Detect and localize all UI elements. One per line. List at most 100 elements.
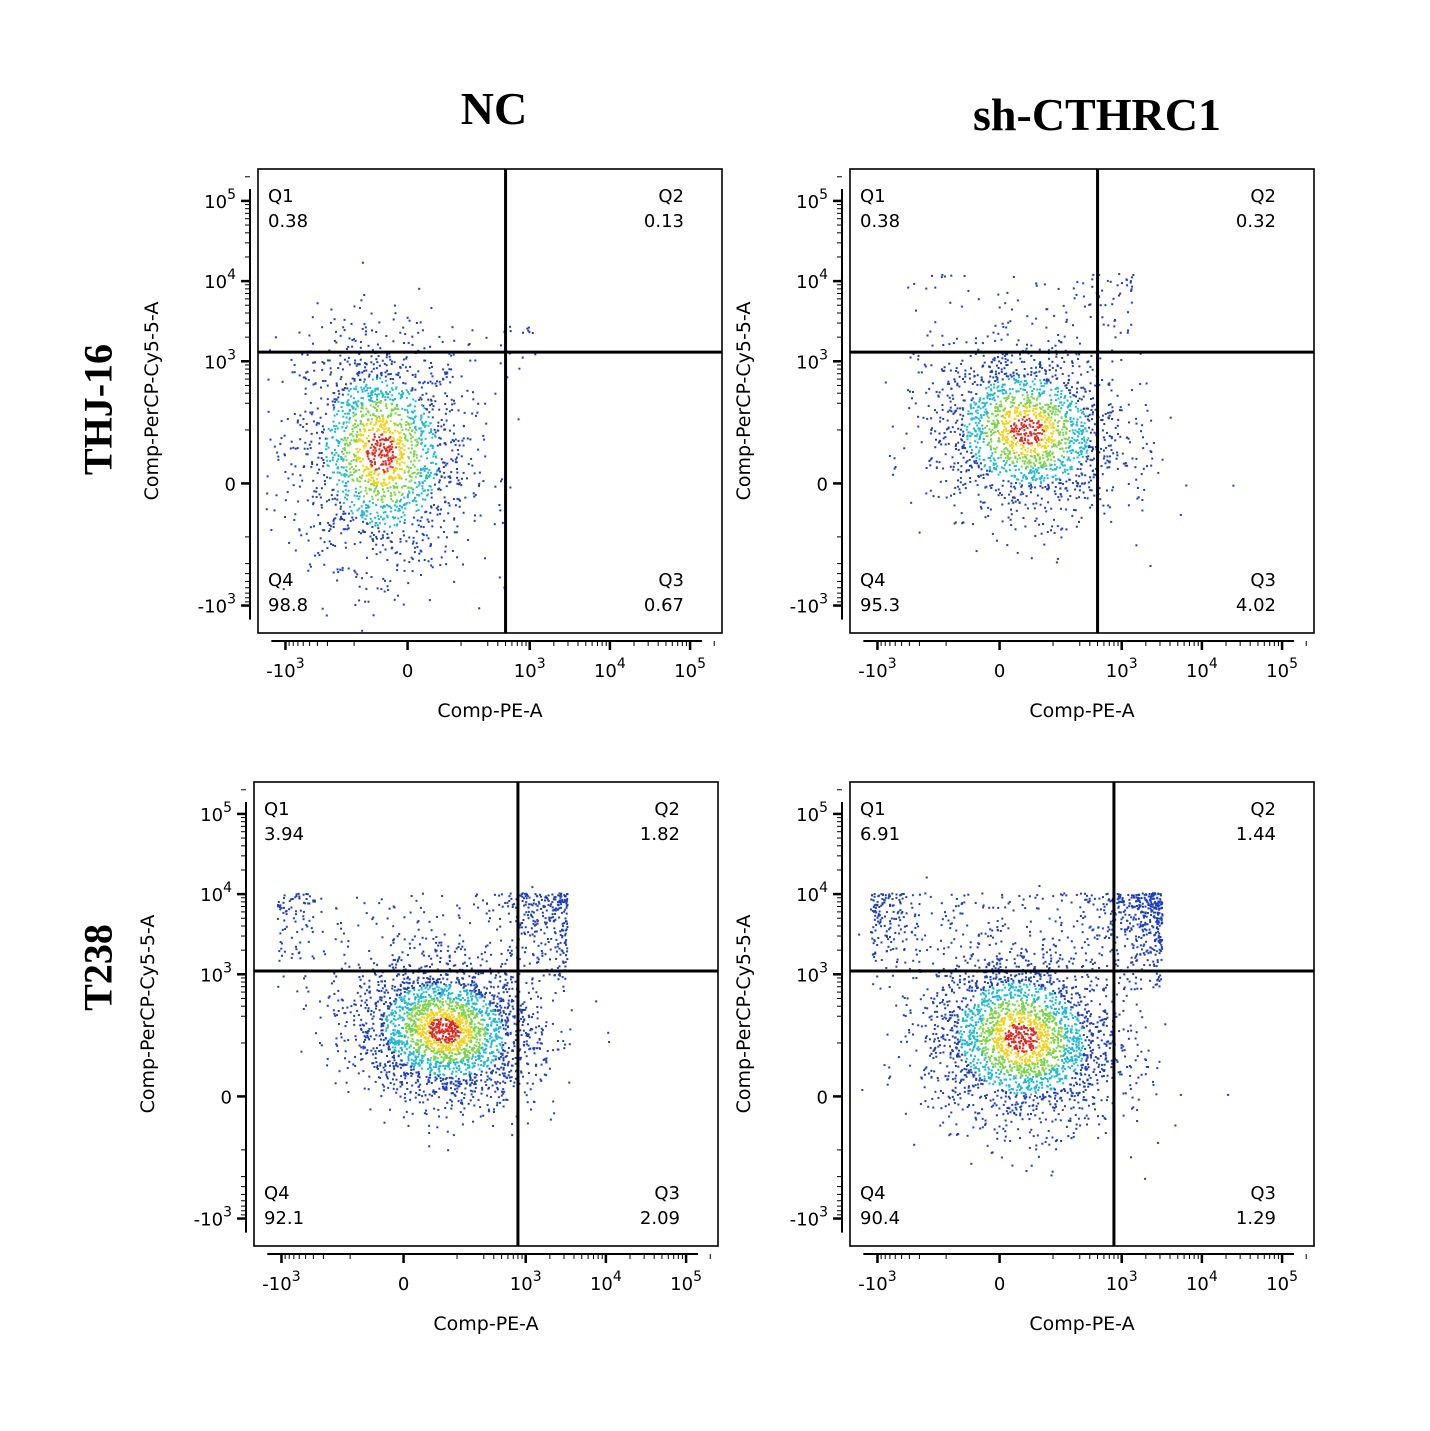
event-dot [428, 1048, 431, 1051]
event-dot [991, 484, 994, 487]
event-dot [1064, 414, 1067, 417]
event-dot [1075, 480, 1078, 483]
event-dot [468, 1037, 471, 1040]
event-dot [1061, 464, 1064, 467]
event-dot [366, 1034, 369, 1037]
event-dot [409, 466, 412, 469]
event-dot [1069, 495, 1072, 497]
event-dot [444, 1064, 447, 1067]
event-dot [1041, 464, 1044, 467]
event-dot [391, 1062, 394, 1065]
event-dot [996, 539, 998, 542]
event-dot [1055, 386, 1058, 389]
event-dot [388, 437, 391, 440]
event-dot [417, 471, 420, 474]
event-dot [403, 453, 405, 455]
event-dot [1036, 443, 1039, 446]
event-dot [474, 359, 477, 362]
event-dot [1008, 411, 1011, 414]
event-dot [1094, 408, 1097, 411]
event-dot [1101, 316, 1104, 319]
event-dot [929, 330, 932, 333]
event-dot [972, 406, 975, 409]
event-dot [1004, 361, 1007, 364]
event-dot [1007, 449, 1010, 452]
event-dot [394, 985, 397, 988]
event-dot [439, 950, 442, 953]
event-dot [357, 458, 360, 461]
event-dot [321, 425, 324, 428]
event-dot [376, 395, 379, 398]
event-dot [1039, 366, 1041, 369]
event-dot [380, 438, 383, 441]
event-dot [341, 566, 344, 569]
event-dot [384, 423, 387, 425]
event-dot [467, 1010, 470, 1013]
event-dot [346, 528, 349, 531]
event-dot [1061, 428, 1064, 431]
event-dot [341, 410, 344, 413]
event-dot [427, 398, 430, 401]
event-dot [429, 511, 432, 514]
event-dot [979, 435, 982, 438]
event-dot [976, 383, 979, 386]
event-dot [279, 442, 282, 445]
event-dot [1087, 446, 1090, 449]
event-dot [391, 1056, 394, 1059]
event-dot [1082, 429, 1084, 432]
event-dot [1035, 371, 1038, 374]
event-dot [999, 389, 1002, 392]
event-dot [400, 468, 403, 471]
event-dot [407, 429, 410, 432]
event-dot [371, 538, 374, 541]
event-dot [930, 417, 933, 420]
event-dot [355, 433, 358, 436]
event-dot [1044, 414, 1047, 417]
event-dot [1051, 468, 1054, 471]
event-dot [417, 509, 420, 511]
event-dot [1086, 449, 1089, 452]
event-dot [966, 450, 968, 453]
event-dot [421, 393, 424, 396]
event-dot [401, 461, 404, 464]
event-dot [1067, 382, 1070, 385]
event-dot [350, 322, 353, 325]
event-dot [1045, 382, 1048, 385]
event-dot [305, 429, 308, 432]
event-dot [997, 332, 1000, 335]
event-dot [305, 453, 308, 456]
event-dot [424, 971, 427, 974]
event-dot [500, 997, 503, 1000]
event-dot [422, 1101, 425, 1104]
event-dot [376, 430, 379, 433]
event-dot [340, 532, 343, 535]
event-dot [1061, 404, 1064, 407]
event-dot [989, 398, 991, 400]
event-dot [1119, 331, 1122, 334]
quadrant-name-q2: Q2 [658, 186, 684, 207]
event-dot [470, 992, 473, 995]
event-dot [378, 448, 381, 451]
event-dot [462, 1047, 465, 1050]
event-dot [1082, 295, 1085, 298]
event-dot [1109, 455, 1111, 458]
event-dot [467, 1058, 470, 1061]
event-dot [354, 487, 357, 490]
event-dot [358, 468, 361, 471]
event-dot [400, 418, 403, 421]
event-dot [390, 475, 393, 478]
event-dot [369, 479, 372, 482]
event-dot [369, 517, 372, 520]
event-dot [981, 365, 984, 368]
event-dot [1072, 423, 1075, 426]
event-dot [1027, 434, 1030, 437]
event-dot [960, 512, 963, 515]
event-dot [1000, 368, 1003, 371]
event-dot [1026, 315, 1029, 318]
event-dot [432, 453, 435, 455]
event-dot [1047, 349, 1050, 352]
event-dot [965, 470, 968, 473]
event-dot [438, 380, 441, 383]
event-dot [379, 439, 382, 442]
event-dot [1034, 486, 1037, 489]
